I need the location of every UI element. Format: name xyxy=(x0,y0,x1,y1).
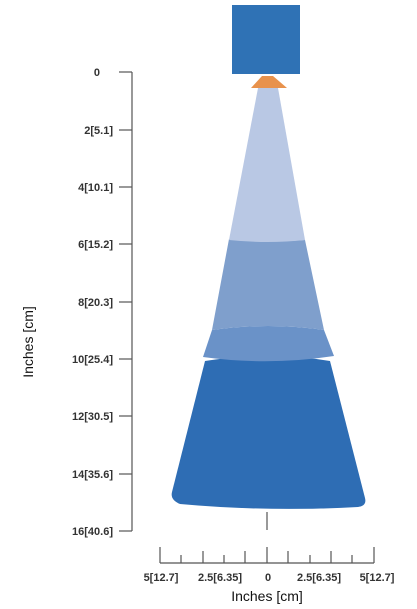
v-tick-label-16: 16[40.6] xyxy=(72,526,113,538)
v-tick-label-12: 12[30.5] xyxy=(72,411,113,423)
beam-zone-mid-far xyxy=(203,326,334,362)
h-tick-label-5: 5[12.7] xyxy=(360,572,395,584)
h-tick-label-minus-2-5: 2.5[6.35] xyxy=(198,572,242,584)
v-tick-label-8: 8[20.3] xyxy=(78,297,113,309)
v-tick-label-14: 14[35.6] xyxy=(72,469,113,481)
h-tick-label-0: 0 xyxy=(265,572,271,584)
sensor-nozzle xyxy=(251,76,287,88)
v-tick-label-10: 10[25.4] xyxy=(72,354,113,366)
beam-zone-far xyxy=(171,356,366,509)
beam-zone-near xyxy=(229,88,305,242)
v-tick-label-2: 2[5.1] xyxy=(84,125,113,137)
h-tick-label-2-5: 2.5[6.35] xyxy=(297,572,341,584)
v-tick-label-6: 6[15.2] xyxy=(78,239,113,251)
sensor-body xyxy=(232,5,300,74)
beam-zone-mid xyxy=(212,239,324,330)
horizontal-axis-title: Inches [cm] xyxy=(231,588,303,604)
vertical-axis-ticks xyxy=(119,71,132,532)
horizontal-axis-ticks xyxy=(159,547,375,563)
v-tick-label-0: 0 xyxy=(94,67,100,79)
h-tick-label-minus-5: 5[12.7] xyxy=(144,572,179,584)
vertical-axis-title: Inches [cm] xyxy=(20,306,36,378)
v-tick-label-4: 4[10.1] xyxy=(78,182,113,194)
